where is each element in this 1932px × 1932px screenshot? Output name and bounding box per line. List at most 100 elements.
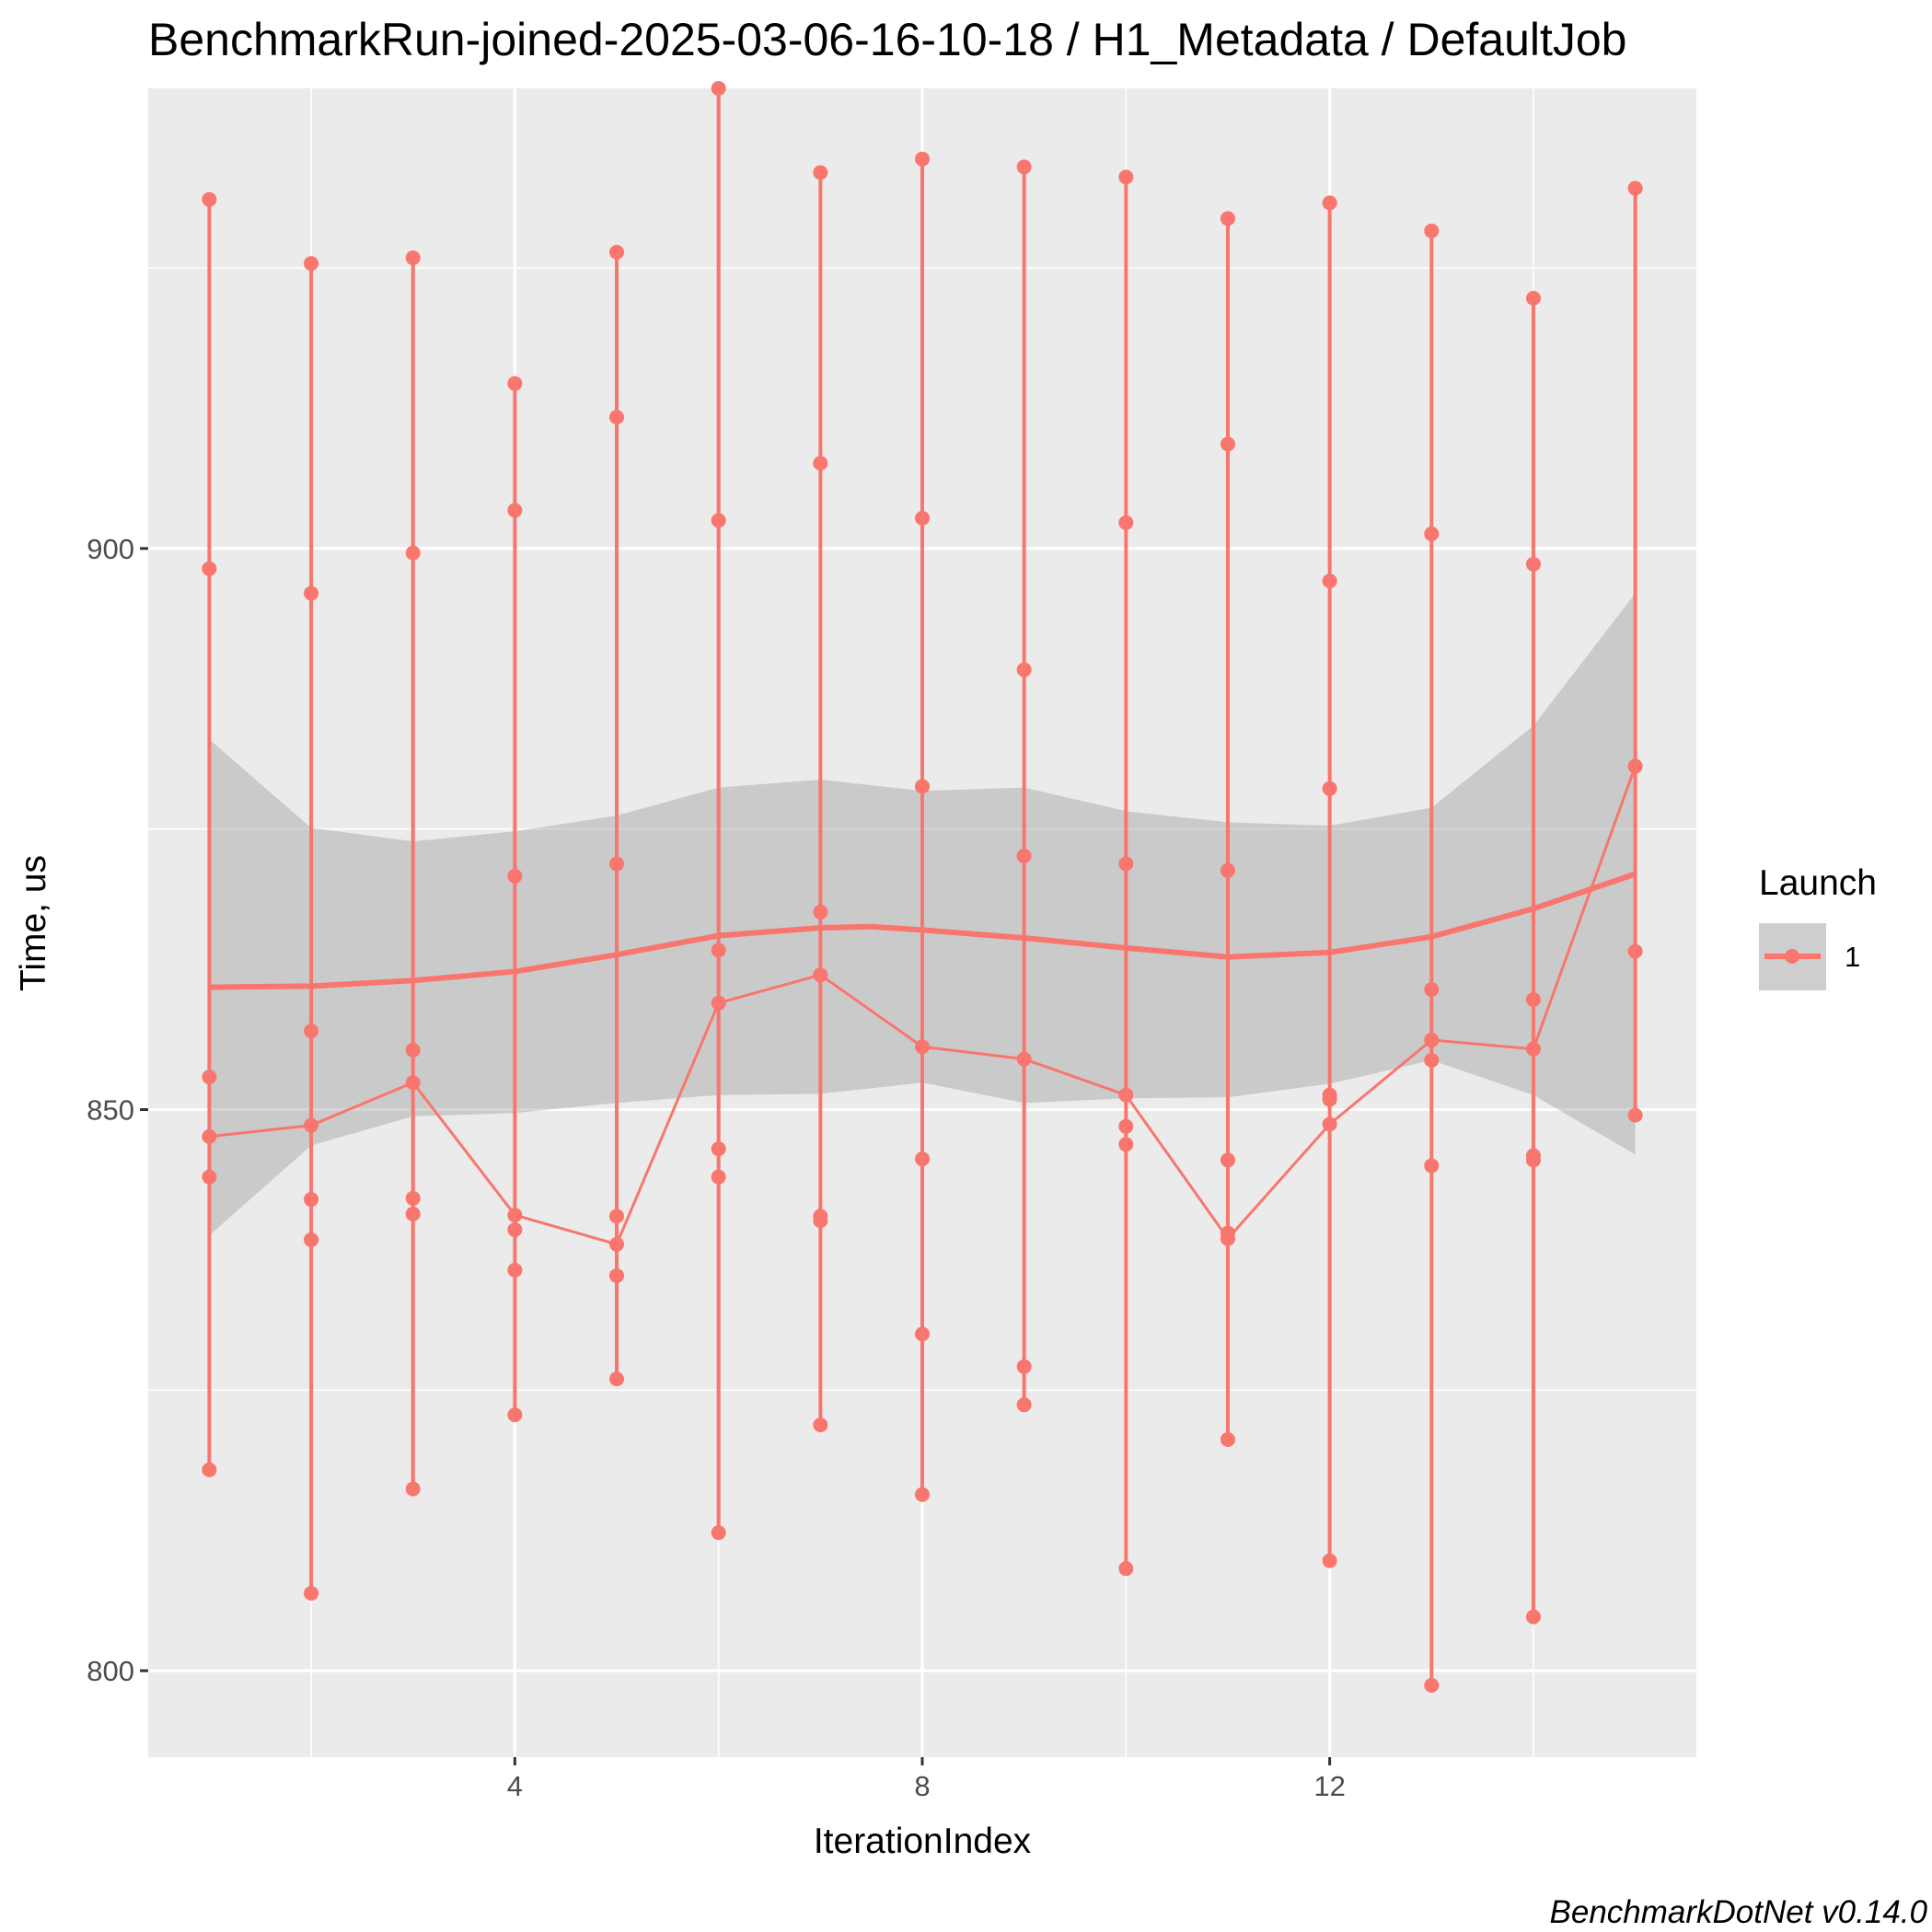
data-point xyxy=(1322,573,1337,589)
data-point xyxy=(1322,1553,1337,1568)
data-point xyxy=(405,1481,421,1497)
data-point xyxy=(202,1169,217,1185)
data-point xyxy=(1424,1052,1440,1068)
legend-key-point xyxy=(1785,949,1799,964)
y-axis: 800 850 900 xyxy=(87,533,148,1687)
data-point xyxy=(1118,1087,1134,1103)
data-point xyxy=(609,856,625,872)
y-tick-label: 800 xyxy=(87,1655,134,1687)
smooth-line xyxy=(209,871,1637,990)
data-point xyxy=(405,1042,421,1058)
data-point xyxy=(1220,436,1235,452)
x-axis: 4 8 12 xyxy=(507,1757,1346,1802)
data-point xyxy=(711,513,726,528)
data-point xyxy=(813,1213,828,1229)
data-point xyxy=(609,1267,625,1283)
data-point xyxy=(1220,211,1235,226)
data-point xyxy=(711,995,726,1011)
data-point xyxy=(507,1407,523,1423)
data-point xyxy=(304,1117,319,1133)
data-point xyxy=(1016,1051,1032,1067)
data-point xyxy=(202,191,217,207)
data-point xyxy=(202,1070,217,1085)
data-point xyxy=(1322,195,1337,211)
data-point xyxy=(1118,169,1134,185)
data-point xyxy=(1525,556,1541,572)
legend: Launch 1 xyxy=(1759,863,1877,990)
data-point xyxy=(813,456,828,471)
data-point xyxy=(813,904,828,920)
data-point xyxy=(813,1417,828,1433)
data-point xyxy=(202,1462,217,1477)
data-point xyxy=(304,1192,319,1208)
data-point xyxy=(1525,1609,1541,1625)
data-point xyxy=(813,967,828,983)
y-tick-label: 900 xyxy=(87,533,134,565)
data-point xyxy=(304,1232,319,1247)
data-point xyxy=(1424,1677,1440,1693)
run-lines xyxy=(207,88,1637,1685)
data-point xyxy=(304,1585,319,1601)
data-point xyxy=(1016,662,1032,677)
data-point xyxy=(1627,943,1643,959)
data-point xyxy=(202,561,217,576)
data-point xyxy=(304,256,319,272)
caption: BenchmarkDotNet v0.14.0 xyxy=(1550,1894,1928,1930)
data-point xyxy=(507,503,523,518)
data-point xyxy=(609,1371,625,1387)
legend-label: 1 xyxy=(1845,941,1860,973)
data-point xyxy=(1424,223,1440,238)
data-point xyxy=(1424,1158,1440,1174)
data-point xyxy=(507,376,523,391)
data-point xyxy=(1627,1107,1643,1123)
x-tick-label: 4 xyxy=(507,1770,523,1802)
data-point xyxy=(915,510,930,526)
chart-title: BenchmarkRun-joined-2025-03-06-16-10-18 … xyxy=(148,14,1627,65)
data-point xyxy=(813,165,828,180)
data-point xyxy=(711,1169,726,1185)
data-point xyxy=(507,1221,523,1237)
data-point xyxy=(1220,1431,1235,1447)
data-point xyxy=(405,545,421,561)
data-point xyxy=(1525,1041,1541,1057)
data-point xyxy=(405,1075,421,1091)
data-point xyxy=(1118,856,1134,872)
data-point xyxy=(1627,758,1643,774)
data-point xyxy=(711,943,726,958)
data-point xyxy=(609,245,625,260)
data-point xyxy=(1525,290,1541,306)
x-tick-label: 12 xyxy=(1313,1770,1345,1802)
data-point xyxy=(1424,982,1440,998)
data-point xyxy=(1016,1359,1032,1374)
data-point xyxy=(1118,515,1134,530)
data-point xyxy=(609,1236,625,1252)
data-point xyxy=(915,779,930,794)
data-point xyxy=(1220,1152,1235,1168)
data-point xyxy=(1118,1561,1134,1577)
data-point xyxy=(507,1262,523,1278)
data-point xyxy=(1525,1152,1541,1168)
data-point xyxy=(1118,1137,1134,1152)
data-point xyxy=(915,1151,930,1167)
data-point xyxy=(915,151,930,167)
data-point xyxy=(304,585,319,601)
data-point xyxy=(1016,159,1032,175)
data-point xyxy=(405,1206,421,1221)
legend-title: Launch xyxy=(1759,863,1877,903)
data-point xyxy=(915,1487,930,1502)
data-point xyxy=(507,868,523,884)
x-axis-title: IterationIndex xyxy=(814,1822,1032,1861)
data-point xyxy=(1016,1397,1032,1413)
data-point xyxy=(507,1208,523,1223)
data-point xyxy=(915,1039,930,1055)
data-points xyxy=(202,81,1643,1693)
data-point xyxy=(711,81,726,96)
data-point xyxy=(609,410,625,425)
data-point xyxy=(711,1525,726,1541)
data-point xyxy=(405,250,421,266)
data-point xyxy=(1016,848,1032,863)
data-point xyxy=(1322,1092,1337,1107)
data-point xyxy=(1322,1116,1337,1132)
data-point xyxy=(1220,862,1235,878)
